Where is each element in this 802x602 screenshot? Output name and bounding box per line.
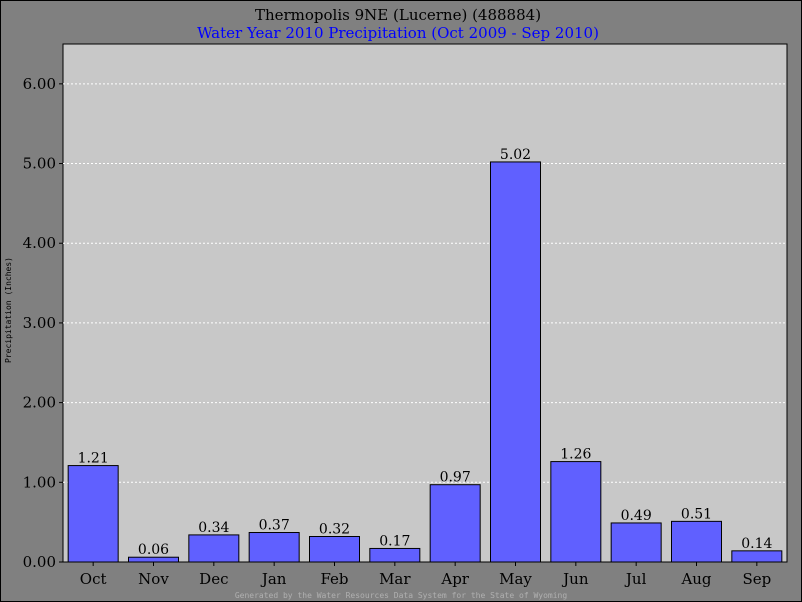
bar-dec [188, 534, 240, 563]
data-label: 0.51 [681, 506, 712, 522]
y-axis-ticks: 0.00 1.00 2.00 3.00 4.00 5.00 6.00 [23, 75, 63, 571]
x-tick-label: Dec [199, 570, 228, 588]
y-axis-label: Precipitation (Inches) [4, 257, 13, 363]
plot-area [62, 43, 788, 563]
bar-apr [429, 484, 481, 563]
chart-subtitle: Water Year 2010 Precipitation (Oct 2009 … [197, 24, 599, 42]
data-label: 1.21 [78, 451, 109, 467]
x-tick-label: Sep [742, 570, 771, 588]
x-tick-label: Mar [379, 570, 411, 588]
data-label: 0.49 [621, 508, 652, 524]
bar-sep [731, 550, 783, 563]
x-tick-label: Oct [80, 570, 107, 588]
bar-jan [248, 532, 300, 563]
x-tick-label: May [499, 570, 532, 588]
data-label: 0.06 [138, 542, 169, 558]
x-tick-label: Aug [680, 570, 711, 588]
chart-title: Thermopolis 9NE (Lucerne) (488884) [255, 6, 541, 24]
bar-aug [671, 520, 722, 563]
y-tick-label: 3.00 [23, 314, 56, 332]
bar-jul [610, 522, 662, 563]
gridlines [63, 83, 787, 483]
x-tick-label: Apr [440, 570, 469, 588]
bar-feb [309, 535, 360, 563]
footer-credit: Generated by the Water Resources Data Sy… [235, 591, 568, 600]
data-label: 0.37 [259, 518, 290, 534]
x-tick-label: Nov [138, 570, 169, 588]
y-tick-label: 2.00 [23, 394, 56, 412]
y-tick-label: 5.00 [23, 155, 56, 173]
x-tick-label: Feb [320, 570, 348, 588]
y-tick-label: 1.00 [23, 473, 56, 491]
data-labels: 1.21 0.06 0.34 0.37 0.32 0.17 0.97 5.02 1.26 0.49… [78, 147, 773, 558]
x-tick-label: Jul [624, 570, 647, 588]
x-tick-label: Jun [561, 570, 589, 588]
data-label: 0.34 [198, 520, 229, 536]
bar-oct [67, 465, 119, 563]
bar-mar [369, 547, 421, 563]
data-label: 0.14 [741, 536, 772, 552]
y-tick-label: 6.00 [23, 75, 56, 93]
data-label: 1.26 [560, 447, 591, 463]
data-label: 0.32 [319, 521, 350, 537]
data-label: 5.02 [500, 147, 531, 163]
x-tick-label: Jan [260, 570, 287, 588]
data-label: 0.17 [379, 533, 410, 549]
y-tick-label: 0.00 [23, 553, 56, 571]
bar-jun [550, 461, 602, 563]
y-tick-label: 4.00 [23, 234, 56, 252]
bar-may [490, 161, 541, 563]
data-label: 0.97 [440, 470, 471, 486]
x-axis-ticks: Oct Nov Dec Jan Feb Mar Apr May Jun Jul Aug Sep [80, 562, 771, 588]
